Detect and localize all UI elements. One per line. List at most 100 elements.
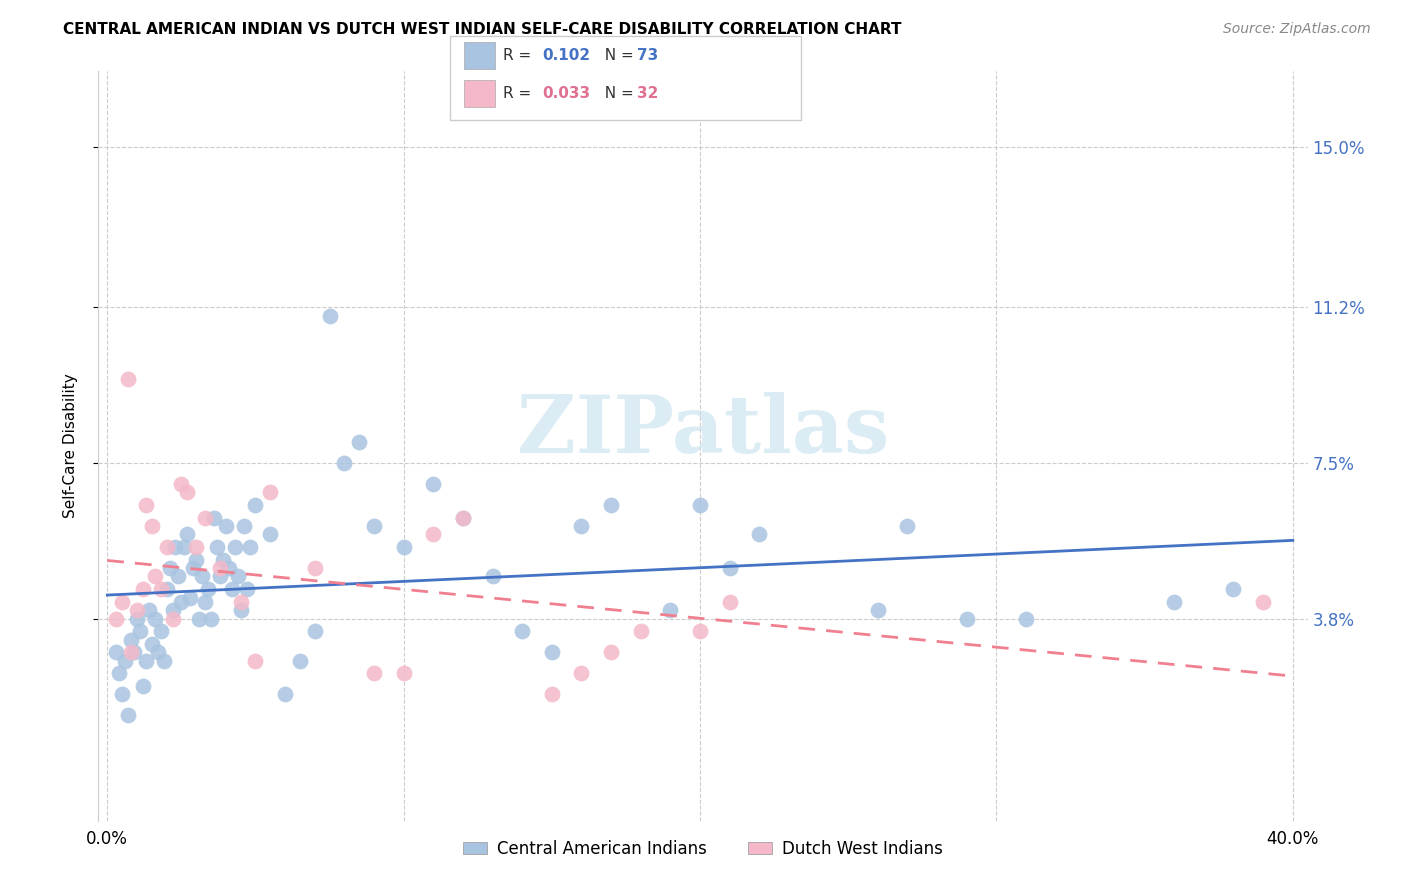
Point (167, 569, 190, 583)
Point (451, 510, 474, 524)
Point (105, 645, 128, 659)
Point (718, 595, 741, 609)
Point (143, 569, 166, 583)
Point (304, 561, 326, 575)
Point (122, 645, 145, 659)
Point (540, 645, 562, 659)
Point (866, 603, 889, 617)
Point (132, 582, 155, 596)
Point (152, 654, 174, 668)
Point (141, 637, 163, 651)
Point (191, 569, 214, 583)
Point (194, 510, 217, 524)
Text: 32: 32 (637, 87, 658, 101)
Point (318, 309, 340, 323)
Point (188, 611, 211, 625)
Y-axis label: Self-Care Disability: Self-Care Disability (63, 374, 77, 518)
Point (215, 519, 238, 533)
Point (1251, 595, 1274, 609)
Text: 73: 73 (637, 48, 658, 62)
Text: R =: R = (503, 48, 537, 62)
Point (208, 569, 231, 583)
Point (347, 434, 370, 449)
Point (221, 582, 243, 596)
Point (135, 654, 157, 668)
Point (138, 603, 160, 617)
Point (422, 527, 444, 541)
Point (143, 611, 166, 625)
Text: ZIPatlas: ZIPatlas (517, 392, 889, 470)
Point (186, 552, 208, 566)
Point (392, 666, 415, 681)
Point (135, 498, 157, 512)
Text: R =: R = (503, 87, 537, 101)
Point (630, 624, 652, 639)
Point (226, 569, 249, 583)
Point (186, 540, 208, 554)
Point (235, 582, 257, 596)
Point (197, 582, 219, 596)
Text: N =: N = (595, 48, 638, 62)
Point (120, 632, 142, 647)
Point (176, 527, 198, 541)
Text: 0.102: 0.102 (543, 48, 591, 62)
Point (1163, 595, 1185, 609)
Point (212, 552, 235, 566)
Point (239, 540, 262, 554)
Point (155, 582, 177, 596)
Point (125, 611, 148, 625)
Point (117, 371, 139, 385)
Point (333, 456, 356, 470)
Point (205, 540, 228, 554)
Point (176, 485, 198, 500)
Point (165, 540, 187, 554)
Point (451, 510, 474, 524)
Point (896, 519, 918, 533)
Point (111, 687, 134, 701)
Point (1222, 582, 1244, 596)
Point (149, 624, 172, 639)
Point (232, 519, 254, 533)
Point (117, 708, 139, 723)
Point (363, 519, 385, 533)
Point (224, 540, 246, 554)
Point (162, 603, 184, 617)
Point (1015, 611, 1038, 625)
Text: CENTRAL AMERICAN INDIAN VS DUTCH WEST INDIAN SELF-CARE DISABILITY CORRELATION CH: CENTRAL AMERICAN INDIAN VS DUTCH WEST IN… (63, 22, 901, 37)
Point (689, 624, 711, 639)
Point (200, 611, 222, 625)
Point (181, 561, 204, 575)
Point (571, 666, 593, 681)
Point (194, 595, 217, 609)
Point (170, 476, 193, 491)
Point (600, 498, 623, 512)
Point (114, 654, 136, 668)
Point (259, 527, 281, 541)
Point (179, 591, 201, 605)
Point (392, 540, 415, 554)
Point (956, 611, 979, 625)
Point (170, 595, 193, 609)
Point (510, 624, 533, 639)
Text: Source: ZipAtlas.com: Source: ZipAtlas.com (1223, 22, 1371, 37)
Point (229, 603, 252, 617)
Point (202, 510, 225, 524)
Point (111, 595, 134, 609)
Point (105, 611, 128, 625)
Point (208, 561, 231, 575)
Text: 0.033: 0.033 (543, 87, 591, 101)
Point (748, 527, 770, 541)
Point (422, 476, 444, 491)
Point (155, 540, 177, 554)
Point (141, 519, 163, 533)
Point (689, 498, 711, 512)
Point (132, 679, 155, 693)
Point (120, 645, 142, 659)
Point (571, 519, 593, 533)
Point (218, 561, 240, 575)
Point (659, 603, 682, 617)
Point (600, 645, 623, 659)
Point (481, 569, 503, 583)
Point (274, 687, 297, 701)
Point (162, 611, 184, 625)
